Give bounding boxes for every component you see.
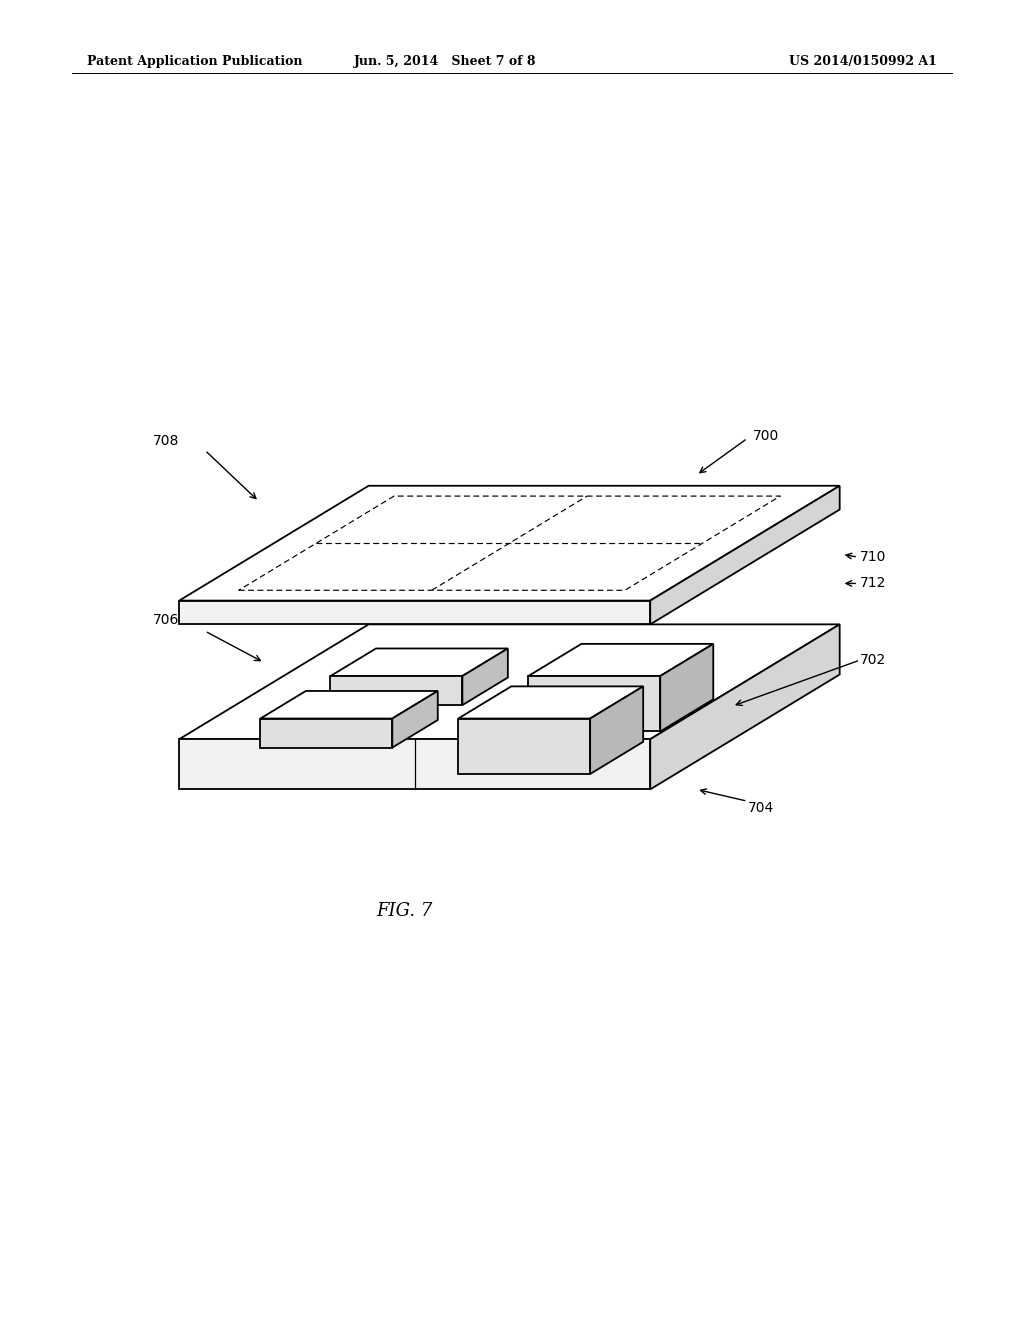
Text: 700: 700 [753, 429, 779, 442]
Polygon shape [590, 686, 643, 774]
Text: 710: 710 [860, 550, 887, 564]
Polygon shape [459, 686, 643, 718]
Text: FIG. 7: FIG. 7 [376, 902, 433, 920]
Polygon shape [179, 739, 650, 789]
Polygon shape [331, 676, 463, 705]
Text: Jun. 5, 2014   Sheet 7 of 8: Jun. 5, 2014 Sheet 7 of 8 [354, 55, 537, 69]
Text: 702: 702 [860, 653, 887, 667]
Polygon shape [459, 718, 590, 774]
Polygon shape [179, 624, 840, 739]
Polygon shape [463, 648, 508, 705]
Text: 708: 708 [153, 434, 179, 447]
Text: 704: 704 [748, 801, 774, 814]
Polygon shape [650, 486, 840, 624]
Polygon shape [660, 644, 714, 731]
Polygon shape [528, 676, 660, 731]
Text: US 2014/0150992 A1: US 2014/0150992 A1 [790, 55, 937, 69]
Text: 706: 706 [153, 614, 179, 627]
Polygon shape [179, 601, 650, 624]
Polygon shape [260, 690, 438, 718]
Polygon shape [392, 690, 438, 747]
Polygon shape [650, 624, 840, 789]
Polygon shape [260, 718, 392, 747]
Text: 712: 712 [860, 577, 887, 590]
Polygon shape [179, 486, 840, 601]
Polygon shape [331, 648, 508, 676]
Polygon shape [528, 644, 714, 676]
Text: Patent Application Publication: Patent Application Publication [87, 55, 302, 69]
